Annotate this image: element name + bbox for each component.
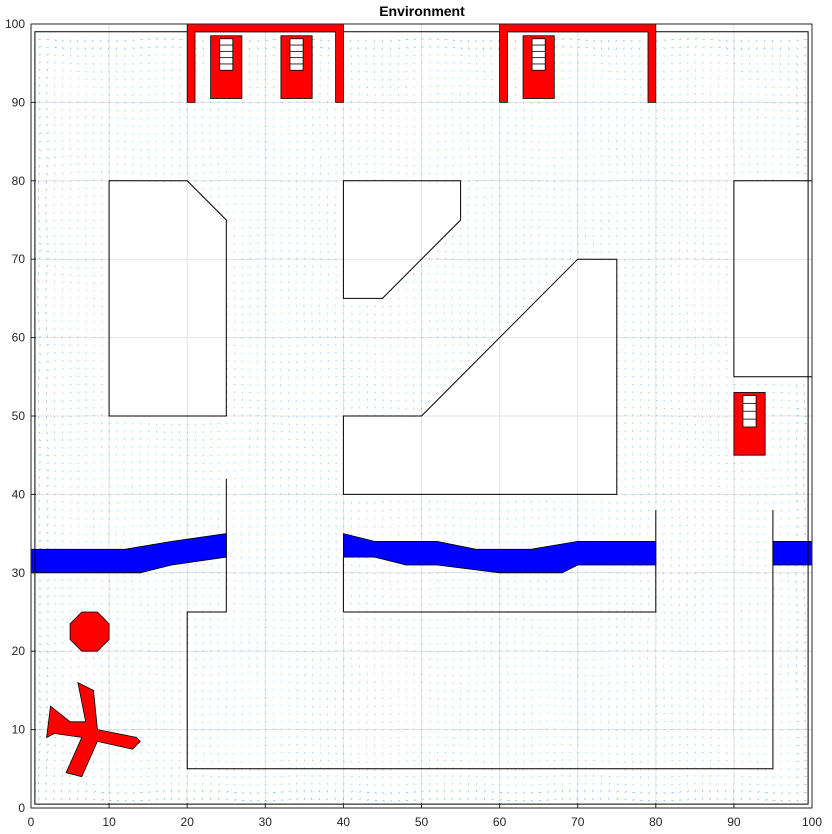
x-tick-label: 60: [493, 815, 507, 829]
airplane-obstacle: [46, 681, 141, 778]
x-tick-label: 100: [802, 815, 822, 829]
y-tick-label: 0: [18, 801, 25, 815]
axis-ticks: 0 10 20 30 40 50 60 70 80 90 100 0 10 20 30 40 50 60 70 80 9…: [5, 17, 822, 829]
octagon-obstacle: [69, 611, 110, 652]
y-tick-label: 40: [12, 487, 26, 501]
lower-rectangle: [343, 510, 657, 613]
river-right: [772, 541, 813, 566]
y-tick-label: 90: [12, 95, 26, 109]
pad-2-ladder: [289, 38, 304, 71]
x-tick-label: 50: [415, 815, 429, 829]
y-tick-label: 60: [12, 331, 26, 345]
river-left: [30, 533, 227, 574]
y-tick-label: 30: [12, 566, 26, 580]
obstacles: [46, 611, 141, 778]
y-tick-label: 50: [12, 409, 26, 423]
pad-1-ladder: [219, 38, 234, 71]
y-tick-label: 20: [12, 644, 26, 658]
y-tick-label: 80: [12, 174, 26, 188]
axes-box: [30, 23, 813, 809]
pad-3-ladder: [531, 38, 546, 71]
x-tick-label: 90: [727, 815, 741, 829]
river-middle: [342, 533, 657, 574]
left-block: [108, 180, 227, 417]
x-tick-label: 0: [28, 815, 35, 829]
red-pads: [210, 35, 766, 456]
upper-middle-block: [342, 180, 462, 299]
outer-boundary-inner: [34, 31, 809, 805]
rivers: [30, 533, 813, 574]
vector-field: [37, 37, 807, 802]
x-tick-label: 70: [571, 815, 585, 829]
y-tick-label: 10: [12, 723, 26, 737]
y-tick-label: 70: [12, 252, 26, 266]
x-tick-label: 80: [649, 815, 663, 829]
y-tick-label: 100: [5, 17, 25, 31]
vector-arrows: [37, 37, 807, 802]
x-tick-label: 10: [102, 815, 116, 829]
walls: [34, 31, 813, 805]
chart-title: Environment: [379, 3, 465, 19]
x-tick-label: 40: [337, 815, 351, 829]
right-block: [733, 180, 813, 378]
x-tick-label: 20: [181, 815, 195, 829]
u-corridor: [186, 478, 774, 770]
center-block: [342, 258, 618, 495]
x-tick-label: 30: [259, 815, 273, 829]
